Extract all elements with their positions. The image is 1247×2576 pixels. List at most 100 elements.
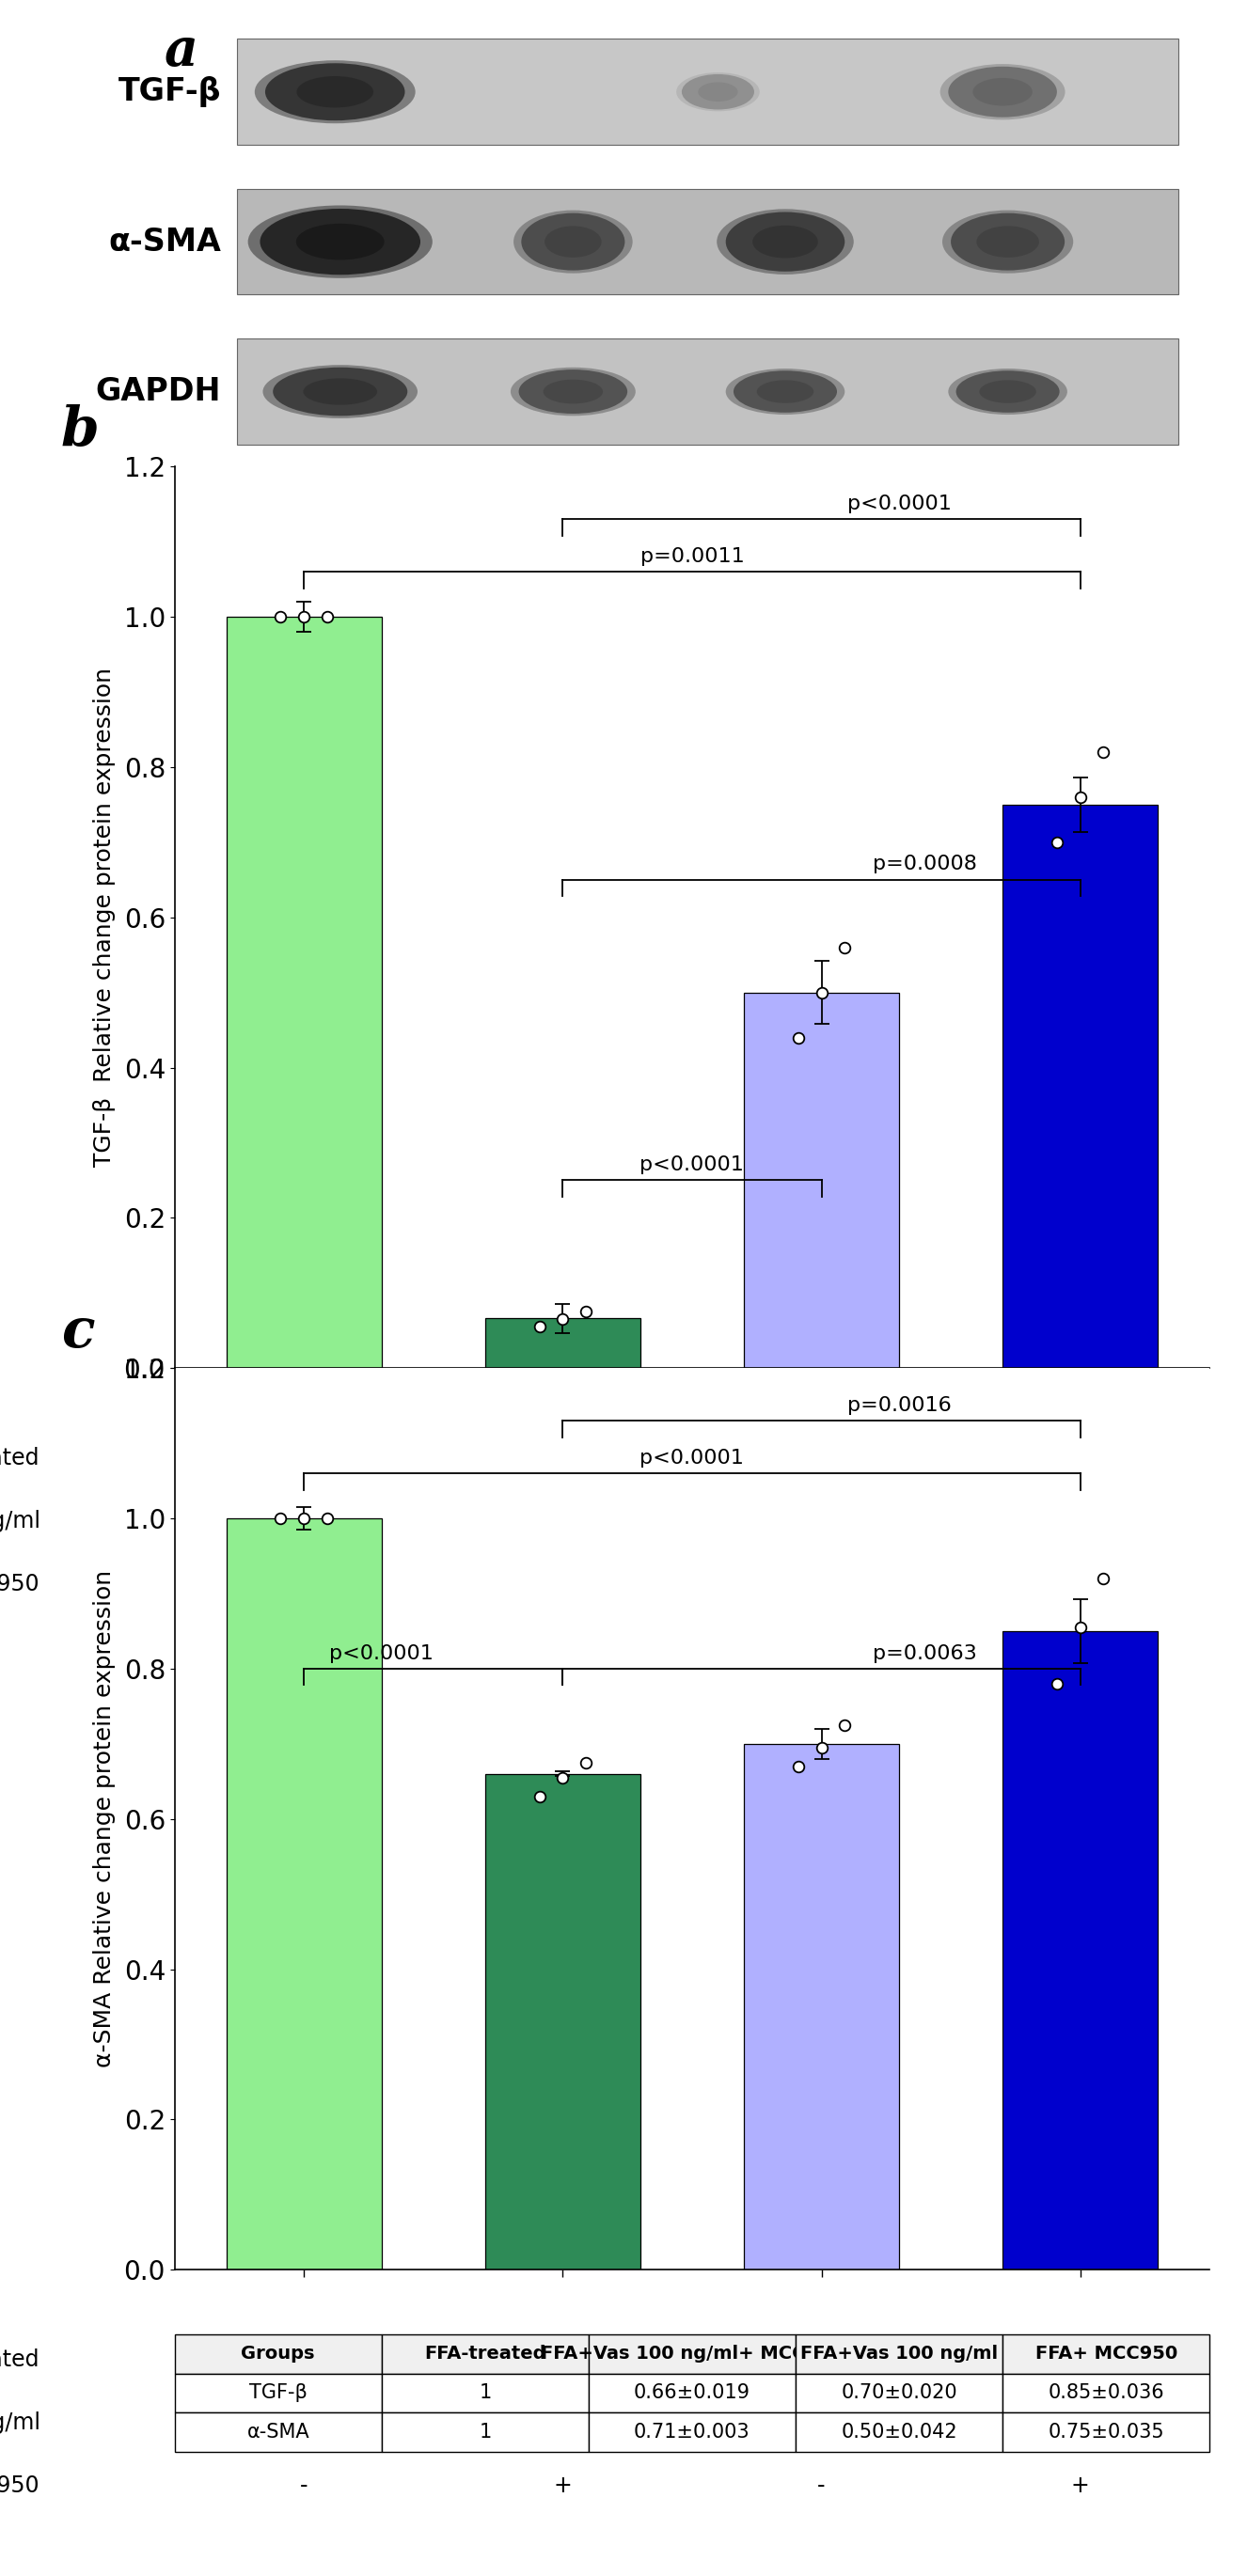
Text: +: + bbox=[554, 2349, 572, 2370]
Text: Vaspin 100 ng/ml: Vaspin 100 ng/ml bbox=[0, 2411, 40, 2434]
Point bbox=[1094, 732, 1114, 773]
Ellipse shape bbox=[263, 366, 418, 417]
Ellipse shape bbox=[726, 368, 844, 415]
Text: -: - bbox=[301, 1574, 308, 1595]
Point bbox=[552, 1757, 572, 1798]
Ellipse shape bbox=[519, 368, 627, 415]
Text: a: a bbox=[165, 26, 198, 77]
Text: +: + bbox=[1071, 1574, 1090, 1595]
Point bbox=[530, 1775, 550, 1816]
Ellipse shape bbox=[976, 227, 1039, 258]
Bar bbox=[1003, 804, 1157, 1368]
Text: FFA-treated: FFA-treated bbox=[0, 2349, 40, 2370]
Text: +: + bbox=[812, 1448, 831, 1468]
Text: p<0.0001: p<0.0001 bbox=[329, 1643, 434, 1662]
Point bbox=[1094, 1558, 1114, 1600]
Text: -: - bbox=[1076, 2411, 1084, 2434]
Ellipse shape bbox=[259, 209, 420, 276]
Ellipse shape bbox=[297, 77, 373, 108]
Ellipse shape bbox=[943, 211, 1074, 273]
Ellipse shape bbox=[303, 379, 377, 404]
Ellipse shape bbox=[248, 206, 433, 278]
Text: +: + bbox=[294, 1448, 313, 1468]
Point bbox=[294, 595, 314, 636]
Point bbox=[530, 1306, 550, 1347]
Point bbox=[834, 927, 854, 969]
Text: p=0.0008: p=0.0008 bbox=[873, 855, 978, 873]
Point bbox=[294, 1497, 314, 1538]
Ellipse shape bbox=[266, 64, 405, 121]
Point bbox=[1070, 775, 1090, 817]
Ellipse shape bbox=[757, 381, 814, 402]
Bar bbox=[227, 616, 382, 1368]
Text: +: + bbox=[1071, 2349, 1090, 2370]
Bar bbox=[227, 1517, 382, 2269]
Text: +: + bbox=[554, 1574, 572, 1595]
Ellipse shape bbox=[545, 227, 601, 258]
Ellipse shape bbox=[956, 371, 1060, 412]
Point bbox=[1070, 1607, 1090, 1649]
Ellipse shape bbox=[979, 381, 1036, 402]
Bar bbox=[1003, 1631, 1157, 2269]
Y-axis label: TGF-β  Relative change protein expression: TGF-β Relative change protein expression bbox=[94, 667, 116, 1167]
Text: +: + bbox=[1071, 2476, 1090, 2496]
Point bbox=[812, 971, 832, 1012]
Bar bbox=[485, 1775, 641, 2269]
Text: p<0.0001: p<0.0001 bbox=[640, 1157, 744, 1175]
FancyBboxPatch shape bbox=[237, 337, 1178, 446]
Text: FFA-treated: FFA-treated bbox=[0, 1448, 40, 1468]
Text: Vaspin 100 ng/ml: Vaspin 100 ng/ml bbox=[0, 1510, 40, 1533]
Point bbox=[317, 1497, 337, 1538]
Text: +: + bbox=[294, 2349, 313, 2370]
Ellipse shape bbox=[948, 67, 1057, 118]
Ellipse shape bbox=[940, 64, 1065, 118]
Text: p=0.0063: p=0.0063 bbox=[873, 1643, 978, 1662]
Bar bbox=[485, 1319, 641, 1368]
Point bbox=[1047, 1664, 1067, 1705]
Text: +: + bbox=[812, 2349, 831, 2370]
Text: +: + bbox=[554, 1448, 572, 1468]
Ellipse shape bbox=[296, 224, 384, 260]
Text: +: + bbox=[554, 1510, 572, 1533]
Text: -: - bbox=[818, 1574, 826, 1595]
Ellipse shape bbox=[544, 379, 604, 404]
Ellipse shape bbox=[726, 211, 844, 270]
Ellipse shape bbox=[733, 371, 837, 412]
Text: +: + bbox=[1071, 1448, 1090, 1468]
Point bbox=[317, 595, 337, 636]
Text: -: - bbox=[1076, 1510, 1084, 1533]
Point bbox=[576, 1291, 596, 1332]
Ellipse shape bbox=[698, 82, 738, 100]
Text: -: - bbox=[301, 2411, 308, 2434]
Text: -: - bbox=[301, 1510, 308, 1533]
Text: -: - bbox=[301, 2476, 308, 2496]
Ellipse shape bbox=[521, 214, 625, 270]
Text: +: + bbox=[812, 2411, 831, 2434]
Ellipse shape bbox=[273, 368, 408, 415]
Ellipse shape bbox=[254, 59, 415, 124]
FancyBboxPatch shape bbox=[237, 39, 1178, 144]
Text: MCC950: MCC950 bbox=[0, 1574, 40, 1595]
Bar bbox=[743, 992, 899, 1368]
Text: p<0.0001: p<0.0001 bbox=[847, 495, 951, 513]
Text: c: c bbox=[61, 1306, 94, 1360]
Ellipse shape bbox=[948, 368, 1067, 415]
Point bbox=[834, 1705, 854, 1747]
Point bbox=[1047, 822, 1067, 863]
Text: α-SMA: α-SMA bbox=[108, 227, 221, 258]
Ellipse shape bbox=[682, 75, 754, 111]
Text: -: - bbox=[818, 2476, 826, 2496]
Point bbox=[576, 1741, 596, 1783]
Point bbox=[271, 1497, 291, 1538]
Text: MCC950: MCC950 bbox=[0, 2476, 40, 2496]
Text: TGF-β: TGF-β bbox=[118, 77, 221, 108]
Point bbox=[552, 1298, 572, 1340]
Bar bbox=[743, 1744, 899, 2269]
Text: GAPDH: GAPDH bbox=[96, 376, 221, 407]
Point bbox=[812, 1726, 832, 1767]
Ellipse shape bbox=[973, 77, 1033, 106]
Ellipse shape bbox=[514, 211, 632, 273]
Text: p=0.0011: p=0.0011 bbox=[640, 546, 744, 567]
Text: +: + bbox=[812, 1510, 831, 1533]
Text: b: b bbox=[61, 404, 100, 459]
